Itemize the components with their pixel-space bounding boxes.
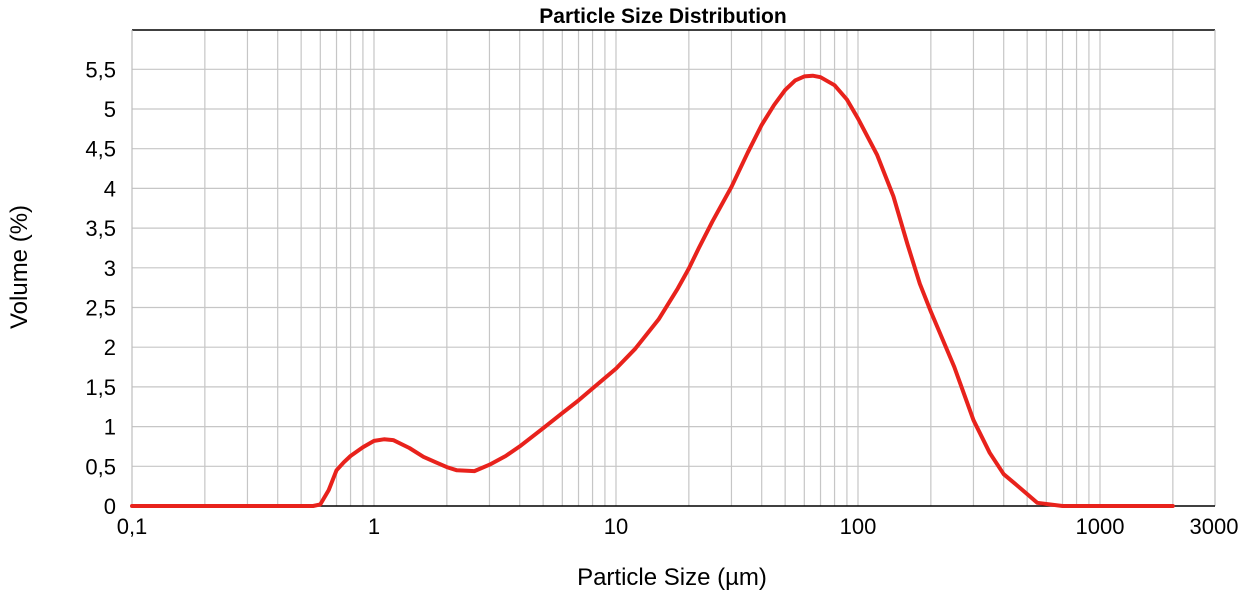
x-tick-label: 1 [368,514,380,539]
y-tick-label: 1 [104,415,116,440]
y-tick-label: 3 [104,256,116,281]
chart-title: Particle Size Distribution [539,5,786,28]
y-tick-label: 2 [104,335,116,360]
x-axis-label: Particle Size (µm) [577,564,767,591]
series [130,73,1175,508]
y-axis-label: Volume (%) [6,205,33,329]
y-tick-labels: 0 0,5 1 1,5 2 2,5 3 3,5 4 4,5 5 5,5 [85,57,116,519]
y-tick-label: 4 [104,176,116,201]
y-tick-label: 0,5 [85,454,116,479]
y-tick-label: 5,5 [85,57,116,82]
x-tick-label: 1000 [1076,514,1125,539]
y-tick-label: 3,5 [85,216,116,241]
series-line [130,73,1175,508]
y-tick-label: 5 [104,97,116,122]
x-tick-label: 10 [604,514,628,539]
x-tick-labels: 0,1 1 10 100 1000 3000 [117,514,1239,539]
y-tick-label: 1,5 [85,375,116,400]
x-tick-label: 100 [840,514,877,539]
grid [132,30,1215,506]
x-tick-label: 0,1 [117,514,148,539]
x-tick-label: 3000 [1190,514,1239,539]
y-tick-label: 4,5 [85,137,116,162]
y-tick-label: 0 [104,494,116,519]
y-tick-label: 2,5 [85,296,116,321]
